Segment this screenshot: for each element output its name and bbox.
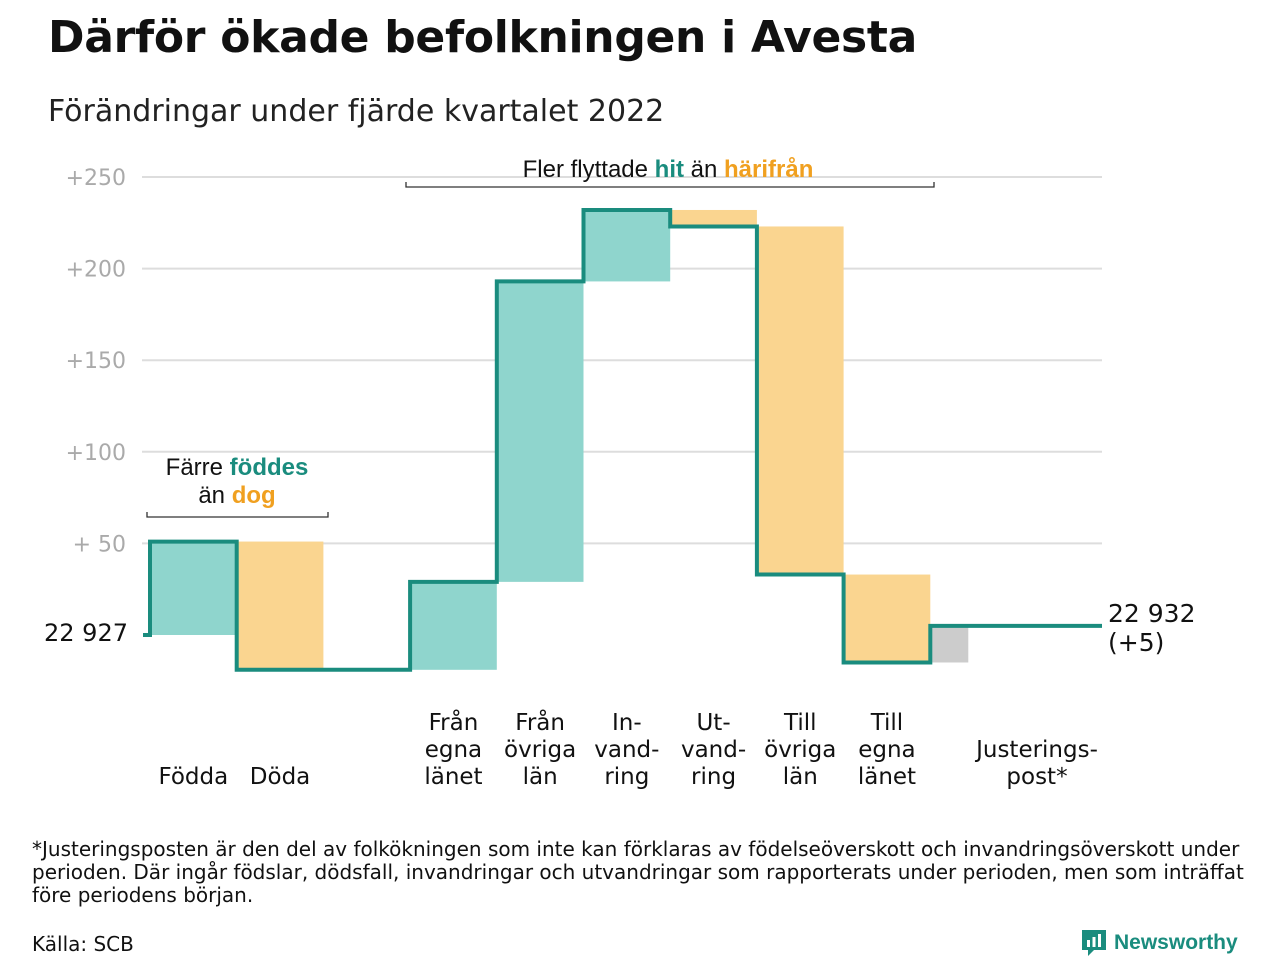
annotation-fragment: hit bbox=[655, 156, 684, 183]
running-total-line bbox=[143, 207, 1102, 672]
y-tick-label: +100 bbox=[66, 441, 126, 466]
annotation-fragment: föddes bbox=[230, 454, 309, 481]
end-value-label: 22 932 bbox=[1108, 599, 1195, 628]
grid-layer: + 50 +100 +150 +200 +250 bbox=[66, 166, 1102, 557]
category-label: Till bbox=[870, 710, 904, 736]
footnote: *Justeringsposten är den del av folkökni… bbox=[32, 837, 1244, 907]
bar-decrease bbox=[756, 226, 844, 575]
category-label: Ut- bbox=[696, 710, 730, 736]
brand-name: Newsworthy bbox=[1114, 931, 1238, 954]
category-label: egna bbox=[425, 737, 482, 763]
category-label: Till bbox=[783, 710, 817, 736]
category-label: Födda bbox=[158, 764, 228, 790]
bar-decrease bbox=[843, 574, 931, 663]
y-tick-label: +250 bbox=[66, 166, 126, 191]
category-label: länet bbox=[424, 764, 482, 790]
source-label: Källa: SCB bbox=[32, 932, 134, 956]
category-label: vand- bbox=[594, 737, 659, 763]
category-label: län bbox=[523, 764, 558, 790]
category-label: Från bbox=[515, 708, 565, 736]
annotation-text: än dog bbox=[198, 482, 275, 509]
category-label: egna bbox=[858, 737, 915, 763]
end-value-label: (+5) bbox=[1108, 628, 1164, 657]
newsworthy-logo-icon bbox=[1082, 930, 1106, 956]
annotation-bracket bbox=[405, 182, 935, 188]
category-label: övriga bbox=[764, 737, 836, 763]
annotation-fragment: Fler flyttade bbox=[523, 156, 655, 183]
bar-increase bbox=[150, 541, 237, 635]
brand-logo[interactable]: Newsworthy bbox=[1080, 928, 1238, 958]
annotation-fragment: dog bbox=[232, 482, 276, 509]
chart-title: Därför ökade befolkningen i Avesta bbox=[48, 12, 918, 63]
annotation-fragment: än bbox=[684, 156, 724, 183]
annotation-text: Färre föddes bbox=[166, 454, 309, 481]
annotation-text: Fler flyttade hit än härifrån bbox=[523, 156, 814, 183]
waterfall-chart: + 50+100+150+200+250 Födda DödaFrånegnalä… bbox=[44, 156, 1195, 790]
category-label: Från bbox=[429, 708, 479, 736]
y-tick-label: +150 bbox=[66, 349, 126, 374]
annotation-bracket bbox=[146, 512, 329, 518]
annotation-fragment: Färre bbox=[166, 454, 230, 481]
bar-layer bbox=[150, 209, 969, 670]
category-label: post* bbox=[1006, 764, 1067, 790]
category-label: In- bbox=[612, 710, 642, 736]
category-label: Justerings- bbox=[974, 737, 1098, 763]
bar-increase bbox=[410, 581, 497, 670]
category-label: ring bbox=[604, 764, 649, 790]
bar-decrease bbox=[670, 209, 757, 227]
annotation-fragment: härifrån bbox=[724, 156, 813, 183]
baseline-value-label: 22 927 bbox=[44, 619, 128, 647]
annotation-fragment: än bbox=[198, 482, 231, 509]
bar-decrease bbox=[236, 541, 324, 670]
category-label: länet bbox=[858, 764, 916, 790]
category-label: Döda bbox=[250, 764, 310, 790]
bar-increase bbox=[583, 209, 671, 282]
bar-adjustment bbox=[930, 625, 969, 663]
y-tick-label: + 50 bbox=[73, 532, 126, 557]
bar-increase bbox=[496, 281, 584, 582]
category-label: vand- bbox=[681, 737, 746, 763]
label-layer: Födda DödaFrånegnalänetFrånövrigalänIn-va… bbox=[44, 599, 1195, 790]
category-label: län bbox=[783, 764, 818, 790]
y-tick-label: +200 bbox=[66, 258, 126, 283]
category-label: övriga bbox=[504, 737, 576, 763]
category-label: ring bbox=[691, 764, 736, 790]
chart-subtitle: Förändringar under fjärde kvartalet 2022 bbox=[48, 94, 665, 129]
